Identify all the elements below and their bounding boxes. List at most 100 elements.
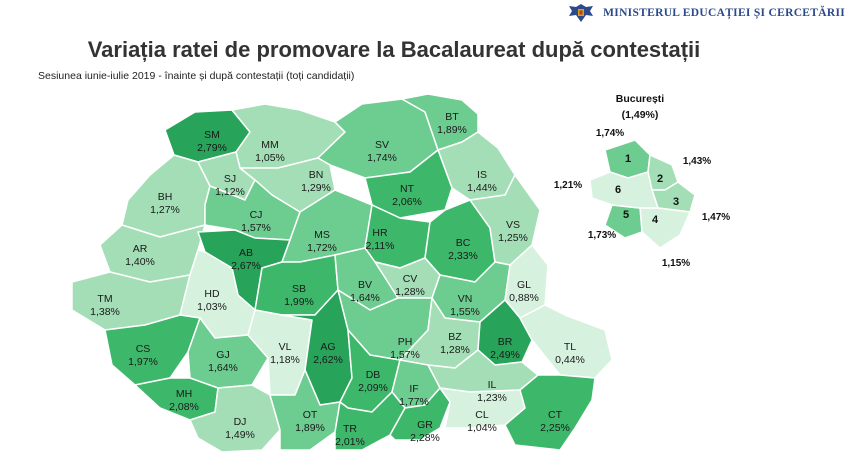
sector-number-label: 5	[623, 209, 629, 221]
county-code-label: AR	[133, 243, 148, 255]
sector-value-label: 1,47%	[702, 212, 730, 223]
sector-value-label: 1,21%	[554, 180, 582, 191]
county-value-label: 1,77%	[399, 396, 429, 408]
sector-value-label: 1,73%	[588, 230, 616, 241]
ministry-name: MINISTERUL EDUCAȚIEI ȘI CERCETĂRII	[603, 7, 845, 19]
county-code-label: MM	[261, 139, 279, 151]
county-value-label: 1,28%	[440, 344, 470, 356]
county-code-label: DJ	[234, 416, 247, 428]
county-code-label: SJ	[224, 173, 236, 185]
county-code-label: BH	[158, 191, 173, 203]
county-code-label: PH	[398, 336, 413, 348]
county-value-label: 1,57%	[390, 349, 420, 361]
county-value-label: 1,18%	[270, 354, 300, 366]
sector-value-label: 1,43%	[683, 156, 711, 167]
county-value-label: 1,03%	[197, 301, 227, 313]
county-code-label: TL	[564, 341, 576, 353]
county-code-label: GJ	[216, 349, 229, 361]
county-code-label: TR	[343, 423, 357, 435]
county-code-label: VN	[458, 293, 473, 305]
county-value-label: 1,74%	[367, 152, 397, 164]
county-value-label: 1,97%	[128, 356, 158, 368]
county-value-label: 1,23%	[477, 392, 507, 404]
county-value-label: 1,89%	[437, 124, 467, 136]
sector-number-label: 6	[615, 184, 621, 196]
county-code-label: IS	[477, 169, 487, 181]
county-value-label: 2,62%	[313, 354, 343, 366]
sector-value-label: 1,15%	[662, 258, 690, 269]
county-value-label: 1,99%	[284, 296, 314, 308]
county-value-label: 2,01%	[335, 436, 365, 448]
sector-number-label: 3	[673, 196, 679, 208]
county-code-label: VS	[506, 219, 520, 231]
page-title: Variația ratei de promovare la Bacalaure…	[87, 37, 701, 62]
county-code-label: BN	[309, 169, 324, 181]
county-code-label: SV	[375, 139, 389, 151]
county-value-label: 1,64%	[208, 362, 238, 374]
county-value-label: 2,08%	[169, 401, 199, 413]
county-value-label: 1,40%	[125, 256, 155, 268]
county-value-label: 2,79%	[197, 142, 227, 154]
county-value-label: 2,67%	[231, 260, 261, 272]
page-subtitle: Sesiunea iunie-iulie 2019 - înainte și d…	[38, 70, 355, 82]
sector-value-label: 1,74%	[596, 128, 624, 139]
county-value-label: 1,12%	[215, 186, 245, 198]
county-value-label: 1,44%	[467, 182, 497, 194]
county-code-label: SB	[292, 283, 306, 295]
county-value-label: 1,29%	[301, 182, 331, 194]
county-code-label: CL	[475, 409, 489, 421]
county-value-label: 1,38%	[90, 306, 120, 318]
county-code-label: BZ	[448, 331, 462, 343]
county-value-label: 1,89%	[295, 422, 325, 434]
county-code-label: VL	[279, 341, 292, 353]
county-code-label: CJ	[250, 209, 263, 221]
bucuresti-title: București	[616, 93, 665, 105]
county-TL[interactable]	[519, 304, 613, 379]
county-value-label: 0,44%	[555, 354, 585, 366]
county-code-label: AB	[239, 247, 253, 259]
county-value-label: 1,49%	[225, 429, 255, 441]
county-value-label: 1,27%	[150, 204, 180, 216]
county-CT[interactable]	[504, 374, 596, 451]
county-code-label: IL	[488, 379, 497, 391]
sector-4[interactable]	[639, 207, 691, 249]
county-code-label: IF	[409, 383, 418, 395]
county-code-label: BV	[358, 279, 372, 291]
ministry-header: MINISTERUL EDUCAȚIEI ȘI CERCETĂRII	[565, 2, 845, 24]
county-code-label: CT	[548, 409, 563, 421]
county-code-label: BR	[498, 336, 513, 348]
county-code-label: AG	[320, 341, 335, 353]
bucuresti-total: (1,49%)	[622, 109, 659, 121]
county-value-label: 1,64%	[350, 292, 380, 304]
county-code-label: DB	[366, 369, 381, 381]
county-GR[interactable]	[389, 387, 451, 441]
county-value-label: 0,88%	[509, 292, 539, 304]
county-value-label: 2,49%	[490, 349, 520, 361]
county-code-label: BT	[445, 111, 459, 123]
county-code-label: HR	[372, 227, 388, 239]
sector-6[interactable]	[589, 171, 659, 209]
county-code-label: GR	[417, 419, 433, 431]
county-value-label: 1,05%	[255, 152, 285, 164]
county-value-label: 1,57%	[241, 222, 271, 234]
county-value-label: 2,25%	[540, 422, 570, 434]
coat-of-arms-icon	[569, 4, 594, 22]
county-value-label: 1,04%	[467, 422, 497, 434]
county-code-label: GL	[517, 279, 531, 291]
county-code-label: OT	[303, 409, 318, 421]
county-code-label: CS	[136, 343, 151, 355]
county-value-label: 2,11%	[366, 240, 395, 252]
county-value-label: 2,28%	[410, 432, 440, 444]
sector-number-label: 4	[652, 214, 659, 226]
county-value-label: 1,55%	[450, 306, 480, 318]
county-value-label: 1,28%	[395, 286, 425, 298]
county-code-label: SM	[204, 129, 220, 141]
county-value-label: 2,33%	[448, 250, 478, 262]
bucuresti-inset: București (1,49%) 1 1,74% 2 1,43% 3 1,47% 4 1,1…	[554, 93, 730, 269]
county-code-label: CV	[403, 273, 418, 285]
sector-number-label: 2	[657, 173, 663, 185]
county-value-label: 1,72%	[307, 242, 337, 254]
county-code-label: TM	[97, 293, 112, 305]
county-code-label: MH	[176, 388, 192, 400]
